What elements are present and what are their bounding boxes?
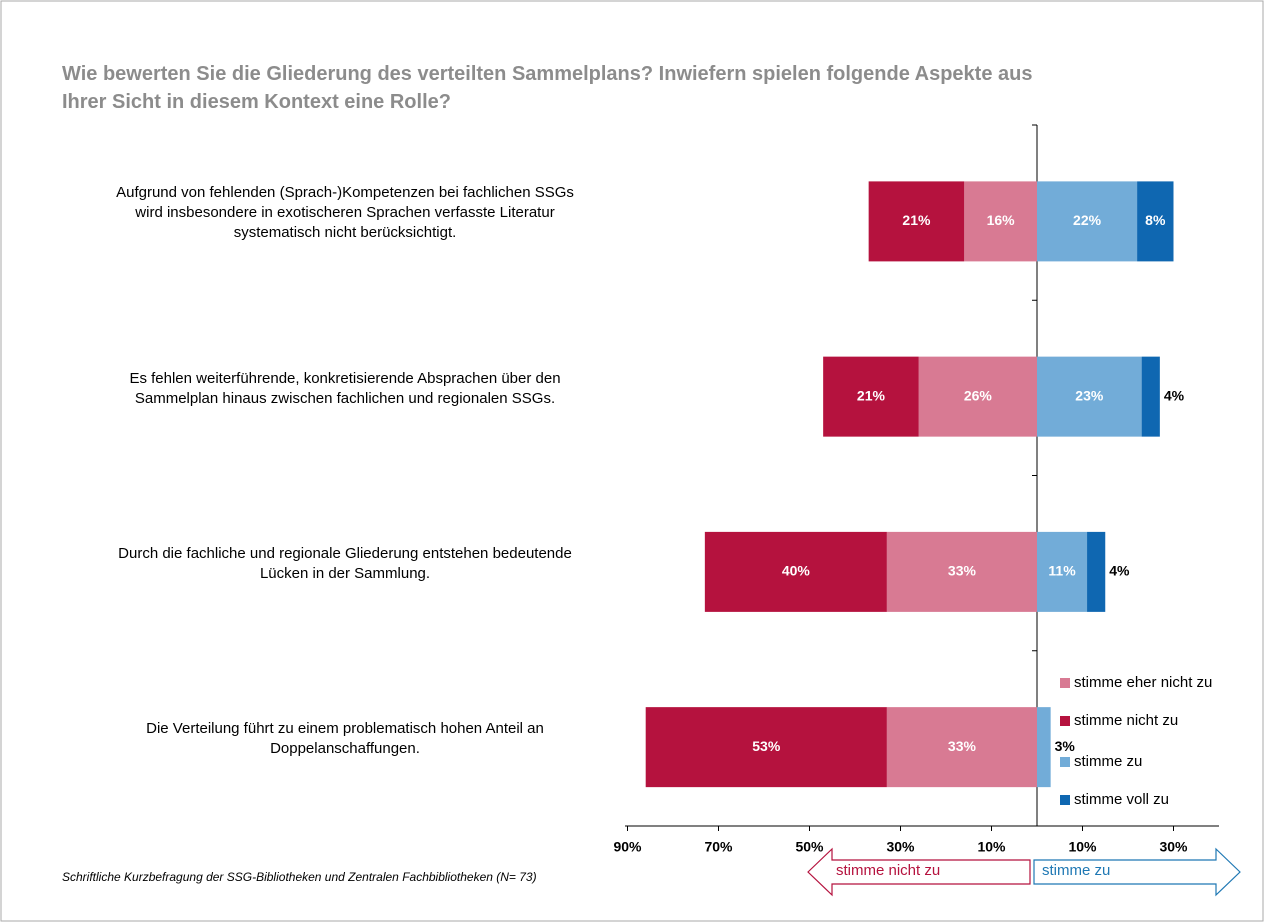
x-tick-label: 30% [1159, 839, 1188, 855]
category-label: Es fehlen weiterführende, konkretisieren… [129, 369, 561, 407]
data-label: 16% [987, 212, 1016, 228]
data-label: 11% [1048, 563, 1076, 579]
arrow-label: stimme nicht zu [836, 862, 940, 879]
bar-segment [1037, 181, 1138, 262]
bar-segment [1037, 531, 1088, 612]
x-tick-label: 10% [977, 839, 1006, 855]
chart-title: Wie bewerten Sie die Gliederung des vert… [62, 63, 1032, 113]
bar-segment [1141, 356, 1160, 437]
data-label: 26% [964, 387, 993, 403]
legend-swatch [1060, 757, 1070, 767]
x-tick-label: 10% [1068, 839, 1097, 855]
x-tick-label: 30% [886, 839, 915, 855]
data-label: 21% [857, 387, 886, 403]
category-label: Durch die fachliche und regionale Gliede… [118, 544, 572, 582]
data-label: 33% [948, 563, 977, 579]
legend-label: stimme eher nicht zu [1074, 674, 1212, 691]
data-label: 53% [752, 738, 781, 754]
x-tick-label: 90% [613, 839, 642, 855]
bar-segment [823, 356, 919, 437]
data-label: 23% [1075, 387, 1104, 403]
legend-swatch [1060, 716, 1070, 726]
bar-segment [964, 181, 1037, 262]
data-label: 4% [1109, 563, 1130, 579]
bar-segment [1137, 181, 1174, 262]
bar-segment [1087, 531, 1106, 612]
bar-segment [1037, 356, 1142, 437]
legend-swatch [1060, 795, 1070, 805]
data-label: 3% [1055, 738, 1076, 754]
bar-segment [886, 531, 1037, 612]
legend-label: stimme voll zu [1074, 791, 1169, 808]
data-label: 8% [1145, 212, 1166, 228]
x-tick-label: 70% [704, 839, 733, 855]
bar-segment [918, 356, 1037, 437]
category-label: Die Verteilung führt zu einem problemati… [146, 720, 544, 758]
legend-label: stimme nicht zu [1074, 712, 1178, 729]
bar-segment [868, 181, 965, 262]
category-label: Aufgrund von fehlenden (Sprach-)Kompeten… [116, 184, 574, 242]
legend-label: stimme zu [1074, 753, 1142, 770]
data-label: 22% [1073, 212, 1102, 228]
x-tick-label: 50% [795, 839, 824, 855]
data-label: 40% [782, 563, 811, 579]
arrow-left [807, 847, 1031, 897]
bar-segment [886, 707, 1037, 788]
bar-segment [645, 707, 887, 788]
legend-swatch [1060, 678, 1070, 688]
bar-segment [704, 531, 887, 612]
arrow-label: stimme zu [1042, 862, 1110, 879]
data-label: 21% [902, 212, 931, 228]
footnote: Schriftliche Kurzbefragung der SSG-Bibli… [62, 870, 537, 884]
arrow-right [1033, 847, 1241, 897]
bar-segment [1037, 707, 1051, 788]
data-label: 4% [1164, 387, 1185, 403]
data-label: 33% [948, 738, 977, 754]
